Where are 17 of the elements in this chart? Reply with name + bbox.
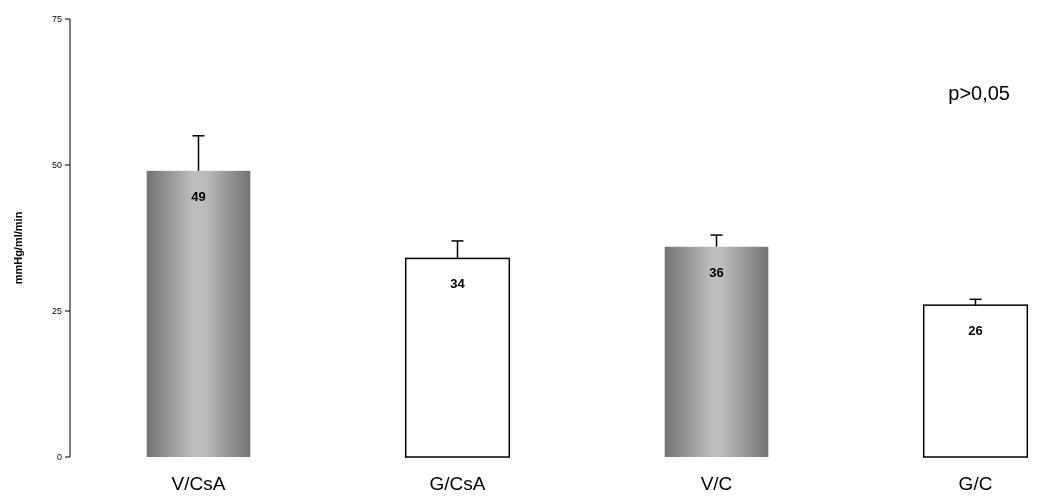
- y-tick-label: 0: [56, 452, 62, 463]
- y-axis-title: mmHg/ml/min: [12, 211, 24, 285]
- bar: [146, 170, 251, 457]
- bar: [664, 246, 769, 457]
- y-tick-label: 75: [51, 14, 62, 25]
- y-tick-label: 25: [51, 306, 62, 317]
- x-tick-label: V/C: [700, 473, 733, 494]
- data-label: 49: [191, 188, 206, 204]
- x-tick-label: G/C: [958, 473, 993, 494]
- x-tick-label: V/CsA: [171, 473, 226, 494]
- annotation: p>0,05: [948, 82, 1010, 104]
- bar: [922, 304, 1029, 458]
- data-label: 26: [968, 323, 983, 339]
- data-label: 36: [709, 264, 724, 280]
- data-label: 34: [450, 276, 466, 292]
- y-tick-label: 50: [51, 160, 62, 171]
- x-tick-label: G/CsA: [429, 473, 486, 494]
